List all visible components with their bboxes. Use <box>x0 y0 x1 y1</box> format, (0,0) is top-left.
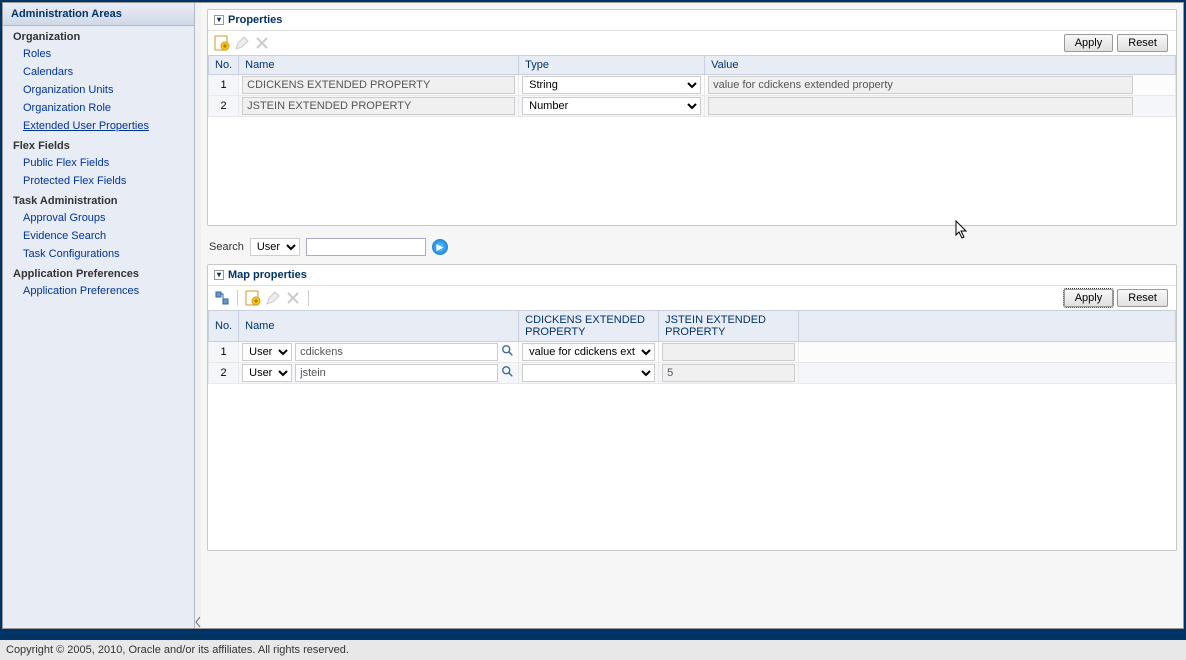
main-area: ▾ Properties Apply Reset <box>201 3 1183 628</box>
name-input[interactable] <box>242 97 515 115</box>
map-grid: No.NameCDICKENS EXTENDED PROPERTYJSTEIN … <box>208 310 1176 384</box>
column-header <box>799 311 1176 342</box>
delete-icon[interactable] <box>285 290 301 306</box>
sidebar-item[interactable]: Application Preferences <box>3 282 194 300</box>
column-header: Type <box>519 56 705 75</box>
collapse-icon[interactable]: ▾ <box>214 270 224 280</box>
add-icon[interactable] <box>214 35 230 51</box>
sidebar-item[interactable]: Public Flex Fields <box>3 154 194 172</box>
name-input[interactable] <box>295 343 498 361</box>
name-type-select[interactable]: User <box>242 364 292 382</box>
sidebar-item[interactable]: Calendars <box>3 63 194 81</box>
edit-icon[interactable] <box>265 290 281 306</box>
name-input[interactable] <box>242 76 515 94</box>
sidebar-item[interactable]: Evidence Search <box>3 227 194 245</box>
apply-button[interactable]: Apply <box>1064 34 1114 52</box>
delete-icon[interactable] <box>254 35 270 51</box>
name-type-select[interactable]: User <box>242 343 292 361</box>
sidebar: Administration Areas OrganizationRolesCa… <box>3 3 195 628</box>
search-icon[interactable] <box>501 365 515 382</box>
row-number: 2 <box>209 96 239 117</box>
apply-button[interactable]: Apply <box>1064 289 1114 307</box>
column-header: Value <box>705 56 1176 75</box>
column-header: JSTEIN EXTENDED PROPERTY <box>659 311 799 342</box>
map-icon[interactable] <box>214 290 230 306</box>
prop1-select[interactable]: value for cdickens ext <box>522 343 655 361</box>
type-select[interactable]: Number <box>522 97 701 115</box>
search-input[interactable] <box>306 238 426 256</box>
table-row: 2 Number <box>209 96 1176 117</box>
prop2-input[interactable] <box>662 364 795 382</box>
sidebar-item[interactable]: Protected Flex Fields <box>3 172 194 190</box>
search-label: Search <box>209 241 244 253</box>
sidebar-item[interactable]: Organization Units <box>3 81 194 99</box>
name-input[interactable] <box>295 364 498 382</box>
table-row: 1 String <box>209 75 1176 96</box>
footer-copyright: Copyright © 2005, 2010, Oracle and/or it… <box>0 639 1186 660</box>
value-input[interactable] <box>708 76 1133 94</box>
add-icon[interactable] <box>245 290 261 306</box>
column-header: No. <box>209 56 239 75</box>
sidebar-title: Administration Areas <box>3 3 194 26</box>
sidebar-item[interactable]: Extended User Properties <box>3 117 194 135</box>
search-type-select[interactable]: User <box>250 238 300 256</box>
properties-panel: ▾ Properties Apply Reset <box>207 9 1177 226</box>
map-panel-title: Map properties <box>228 269 307 281</box>
sidebar-item[interactable]: Organization Role <box>3 99 194 117</box>
value-input[interactable] <box>708 97 1133 115</box>
row-number: 1 <box>209 75 239 96</box>
column-header: Name <box>239 311 519 342</box>
row-number: 2 <box>209 363 239 384</box>
row-number: 1 <box>209 342 239 363</box>
collapse-icon[interactable]: ▾ <box>214 15 224 25</box>
properties-grid: No.NameTypeValue 1 String 2 Number <box>208 55 1176 117</box>
search-icon[interactable] <box>501 344 515 361</box>
table-row: 2User <box>209 363 1176 384</box>
type-select[interactable]: String <box>522 76 701 94</box>
sidebar-section-title: Task Administration <box>3 190 194 209</box>
column-header: Name <box>239 56 519 75</box>
column-header: CDICKENS EXTENDED PROPERTY <box>519 311 659 342</box>
sidebar-section-title: Application Preferences <box>3 263 194 282</box>
sidebar-section-title: Organization <box>3 26 194 45</box>
column-header: No. <box>209 311 239 342</box>
reset-button[interactable]: Reset <box>1117 34 1168 52</box>
sidebar-item[interactable]: Roles <box>3 45 194 63</box>
prop1-select[interactable] <box>522 364 655 382</box>
edit-icon[interactable] <box>234 35 250 51</box>
properties-panel-title: Properties <box>228 14 282 26</box>
sidebar-item[interactable]: Approval Groups <box>3 209 194 227</box>
reset-button[interactable]: Reset <box>1117 289 1168 307</box>
map-properties-panel: ▾ Map properties Apply <box>207 264 1177 551</box>
prop2-input[interactable] <box>662 343 795 361</box>
sidebar-section-title: Flex Fields <box>3 135 194 154</box>
sidebar-item[interactable]: Task Configurations <box>3 245 194 263</box>
search-row: Search User ▶ <box>207 234 1177 264</box>
table-row: 1User value for cdickens ext <box>209 342 1176 363</box>
search-go-icon[interactable]: ▶ <box>432 239 448 255</box>
